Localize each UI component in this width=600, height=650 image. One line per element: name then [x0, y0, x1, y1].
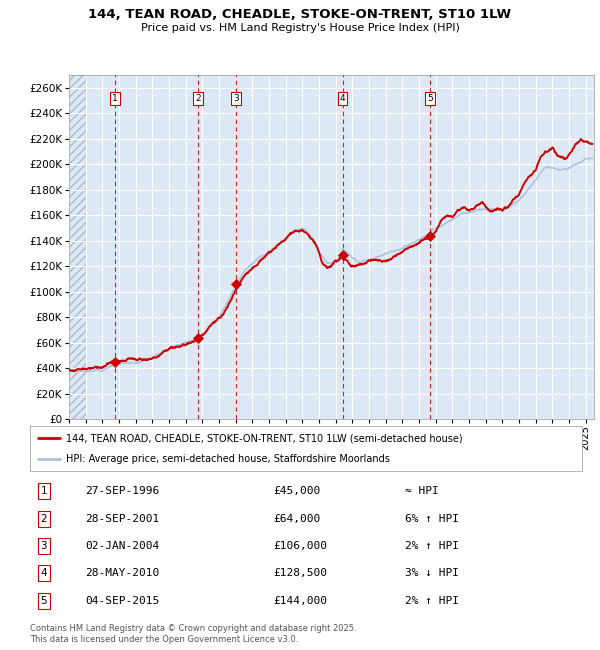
Text: £128,500: £128,500 — [273, 568, 327, 578]
Text: ≈ HPI: ≈ HPI — [406, 486, 439, 497]
Text: £45,000: £45,000 — [273, 486, 320, 497]
Text: 144, TEAN ROAD, CHEADLE, STOKE-ON-TRENT, ST10 1LW (semi-detached house): 144, TEAN ROAD, CHEADLE, STOKE-ON-TRENT,… — [66, 433, 463, 443]
Text: £64,000: £64,000 — [273, 514, 320, 524]
Text: 1: 1 — [40, 486, 47, 497]
Text: Contains HM Land Registry data © Crown copyright and database right 2025.
This d: Contains HM Land Registry data © Crown c… — [30, 624, 356, 644]
Text: 02-JAN-2004: 02-JAN-2004 — [85, 541, 160, 551]
Text: 1: 1 — [112, 94, 118, 103]
Text: 3: 3 — [40, 541, 47, 551]
Text: 27-SEP-1996: 27-SEP-1996 — [85, 486, 160, 497]
Text: £106,000: £106,000 — [273, 541, 327, 551]
Text: 2% ↑ HPI: 2% ↑ HPI — [406, 595, 460, 606]
Text: 6% ↑ HPI: 6% ↑ HPI — [406, 514, 460, 524]
Text: 28-SEP-2001: 28-SEP-2001 — [85, 514, 160, 524]
Text: 2% ↑ HPI: 2% ↑ HPI — [406, 541, 460, 551]
Text: 3: 3 — [233, 94, 239, 103]
Text: 4: 4 — [340, 94, 346, 103]
Text: 144, TEAN ROAD, CHEADLE, STOKE-ON-TRENT, ST10 1LW: 144, TEAN ROAD, CHEADLE, STOKE-ON-TRENT,… — [88, 8, 512, 21]
Text: Price paid vs. HM Land Registry's House Price Index (HPI): Price paid vs. HM Land Registry's House … — [140, 23, 460, 32]
Text: 04-SEP-2015: 04-SEP-2015 — [85, 595, 160, 606]
Text: 28-MAY-2010: 28-MAY-2010 — [85, 568, 160, 578]
Text: HPI: Average price, semi-detached house, Staffordshire Moorlands: HPI: Average price, semi-detached house,… — [66, 454, 390, 464]
Text: 2: 2 — [40, 514, 47, 524]
Text: 4: 4 — [40, 568, 47, 578]
Text: 5: 5 — [40, 595, 47, 606]
Text: 5: 5 — [427, 94, 433, 103]
Text: 3% ↓ HPI: 3% ↓ HPI — [406, 568, 460, 578]
Text: 2: 2 — [195, 94, 201, 103]
Text: £144,000: £144,000 — [273, 595, 327, 606]
